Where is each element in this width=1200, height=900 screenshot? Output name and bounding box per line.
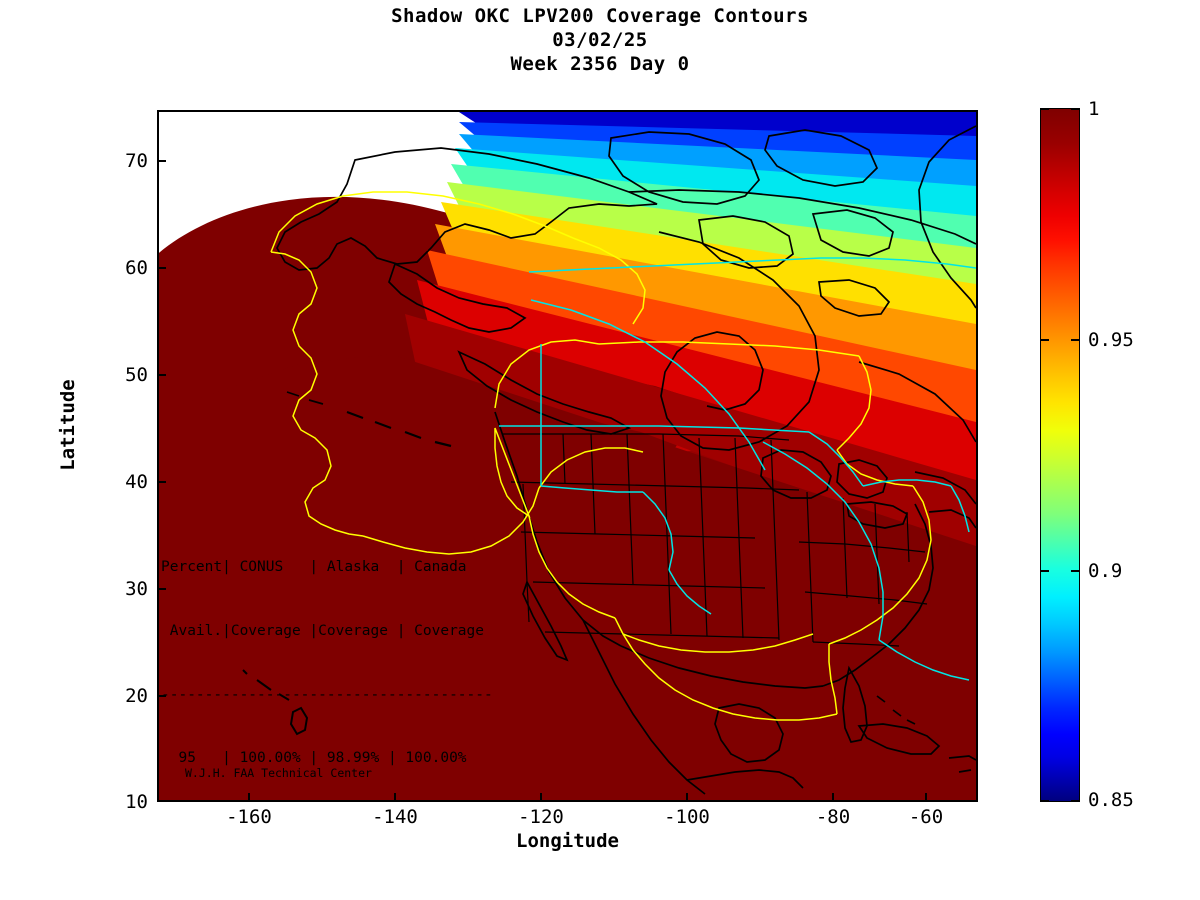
credit-line-1: W.J.H. FAA Technical Center (185, 766, 372, 780)
x-tick-m160 (248, 793, 250, 802)
y-label-60: 60 (125, 257, 148, 279)
boundary-cyan (499, 257, 976, 681)
cb-tick-1-r (1071, 108, 1080, 110)
cb-tick-1 (1040, 108, 1049, 110)
x-tick-m60 (925, 793, 927, 802)
title-line-2: 03/02/25 (552, 29, 648, 51)
cb-tick-085-r (1071, 800, 1080, 802)
title-line-1: Shadow OKC LPV200 Coverage Contours (391, 5, 809, 27)
colorbar (1040, 108, 1080, 802)
cb-tick-09 (1040, 570, 1049, 572)
x-label-m120: -120 (518, 806, 564, 828)
x-tick-m120 (540, 793, 542, 802)
y-label-70: 70 (125, 150, 148, 172)
colorbar-gradient (1040, 108, 1080, 802)
cb-tick-095 (1040, 339, 1049, 341)
credit-block: W.J.H. FAA Technical Center WAAS Test Te… (185, 738, 372, 800)
x-tick-m100 (686, 793, 688, 802)
title-line-3: Week 2356 Day 0 (510, 53, 690, 75)
cb-label-1: 1 (1088, 98, 1100, 120)
y-axis-title: Latitude (57, 379, 79, 471)
cb-label-09: 0.9 (1088, 560, 1123, 582)
map-plot-area: Percent| CONUS | Alaska | Canada Avail.|… (157, 110, 978, 802)
x-label-m140: -140 (372, 806, 418, 828)
cb-tick-095-r (1071, 339, 1080, 341)
coverage-stats-table: Percent| CONUS | Alaska | Canada Avail.|… (161, 515, 493, 800)
cb-tick-09-r (1071, 570, 1080, 572)
fir-boundary-yellow (270, 191, 932, 721)
figure-title: Shadow OKC LPV200 Coverage Contours 03/0… (0, 4, 1200, 76)
y-tick-50 (157, 374, 166, 376)
stats-separator: -------------------------------------- (161, 686, 493, 703)
y-label-10: 10 (125, 791, 148, 813)
cb-tick-085 (1040, 800, 1049, 802)
y-tick-30 (157, 588, 166, 590)
x-label-m100: -100 (664, 806, 710, 828)
x-tick-m80 (832, 793, 834, 802)
map-clip (159, 112, 976, 800)
us-state-boundaries (503, 433, 928, 647)
x-label-m60: -60 (908, 806, 944, 828)
x-label-m160: -160 (226, 806, 272, 828)
stats-header-line-2: Avail.|Coverage |Coverage | Coverage (161, 623, 485, 640)
y-tick-40 (157, 481, 166, 483)
y-tick-20 (157, 695, 166, 697)
x-axis-title: Longitude (516, 830, 619, 852)
y-tick-60 (157, 267, 166, 269)
coverage-contour-field (159, 112, 976, 800)
stats-header-line-1: Percent| CONUS | Alaska | Canada (161, 559, 467, 576)
y-label-50: 50 (125, 364, 148, 386)
y-tick-70 (157, 160, 166, 162)
y-label-30: 30 (125, 578, 148, 600)
cb-label-095: 0.95 (1088, 329, 1134, 351)
cb-label-085: 0.85 (1088, 789, 1134, 811)
y-label-20: 20 (125, 685, 148, 707)
stats-row-95: 95 | 100.00% | 98.99% | 100.00% (161, 750, 467, 767)
y-label-40: 40 (125, 471, 148, 493)
x-label-m80: -80 (815, 806, 851, 828)
x-tick-m140 (394, 793, 396, 802)
